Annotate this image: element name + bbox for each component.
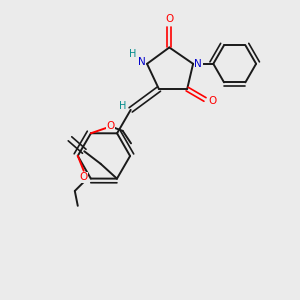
Text: N: N — [138, 57, 146, 67]
Text: O: O — [79, 172, 87, 182]
Text: H: H — [119, 101, 126, 111]
Text: O: O — [208, 96, 217, 106]
Text: O: O — [107, 122, 115, 131]
Text: O: O — [165, 14, 173, 24]
Text: N: N — [194, 59, 202, 69]
Text: H: H — [129, 49, 137, 59]
